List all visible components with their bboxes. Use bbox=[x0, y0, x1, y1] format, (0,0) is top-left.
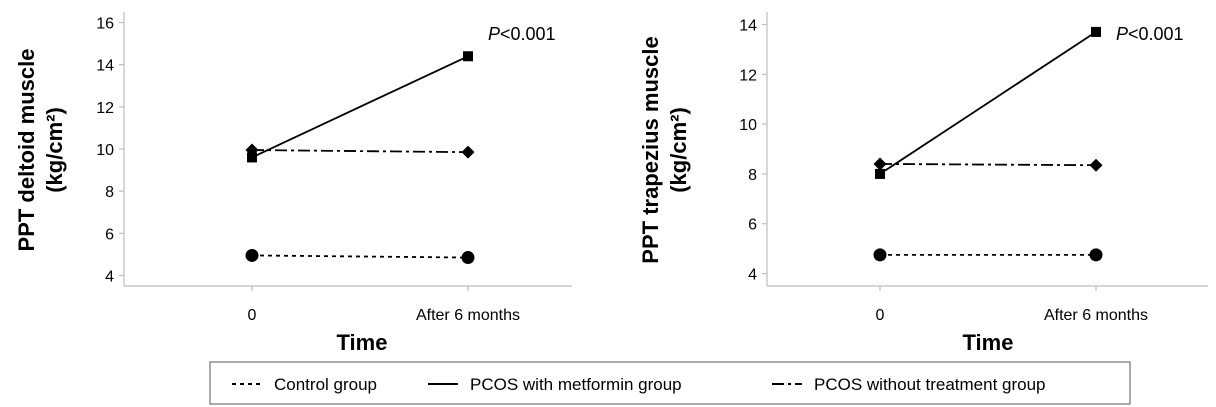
data-point-circle bbox=[873, 248, 887, 262]
series-circle bbox=[873, 248, 1103, 262]
data-point-diamond bbox=[461, 145, 475, 159]
series-line bbox=[251, 149, 469, 154]
series-line bbox=[879, 163, 1097, 167]
y-tick-label: 10 bbox=[739, 117, 757, 134]
y-tick-label: 14 bbox=[739, 17, 757, 34]
legend: Control group PCOS with metformin group PC… bbox=[209, 361, 1131, 405]
legend-label: PCOS without treatment group bbox=[814, 375, 1046, 394]
data-point-diamond bbox=[1089, 158, 1103, 172]
y-axis-unit: (kg/cm²) bbox=[666, 107, 691, 193]
p-value-annotation: P<0.001 bbox=[1116, 24, 1184, 44]
y-tick-label: 8 bbox=[105, 184, 114, 201]
series-layer bbox=[873, 26, 1103, 262]
x-ticks: 0 After 6 months bbox=[248, 286, 520, 324]
x-tick-label: After 6 months bbox=[416, 307, 520, 324]
data-point-square bbox=[875, 168, 885, 179]
y-tick-label: 14 bbox=[96, 58, 114, 75]
y-tick-label: 6 bbox=[105, 226, 114, 243]
legend-box bbox=[209, 361, 1131, 405]
data-point-circle bbox=[461, 251, 475, 265]
x-axis-title: Time bbox=[963, 330, 1014, 355]
y-tick-label: 4 bbox=[748, 267, 757, 284]
data-point-diamond bbox=[245, 143, 259, 157]
p-rest: <0.001 bbox=[500, 24, 556, 44]
y-axis-unit: (kg/cm²) bbox=[42, 107, 67, 193]
series-diamond bbox=[245, 143, 475, 159]
x-axis-title: Time bbox=[337, 330, 388, 355]
data-point-square bbox=[463, 51, 473, 62]
legend-label: PCOS with metformin group bbox=[470, 375, 682, 394]
p-letter: P bbox=[488, 24, 500, 44]
data-point-circle bbox=[1089, 248, 1103, 262]
data-point-square bbox=[247, 152, 257, 163]
series-line bbox=[251, 55, 469, 159]
legend-label: Control group bbox=[274, 375, 377, 394]
series-line bbox=[879, 31, 1097, 175]
legend-item: Control group bbox=[232, 375, 377, 394]
p-value-annotation: P<0.001 bbox=[488, 24, 556, 44]
x-tick-label: 0 bbox=[876, 307, 885, 324]
y-tick-label: 12 bbox=[739, 67, 757, 84]
legend-item: PCOS with metformin group bbox=[428, 375, 682, 394]
y-tick-label: 6 bbox=[748, 217, 757, 234]
legend-items: Control group PCOS with metformin group PC… bbox=[232, 375, 1046, 394]
trapezius-chart: 4 6 8 10 12 14 0 After 6 months P<0.001 Time P… bbox=[638, 12, 1208, 355]
x-tick-label: 0 bbox=[248, 307, 257, 324]
deltoid-chart: 4 6 8 10 12 14 16 0 After 6 months P<0.001 Time… bbox=[14, 12, 572, 355]
y-tick-label: 8 bbox=[748, 167, 757, 184]
x-ticks: 0 After 6 months bbox=[876, 286, 1148, 324]
legend-item: PCOS without treatment group bbox=[772, 375, 1046, 394]
y-tick-label: 4 bbox=[105, 268, 114, 285]
y-tick-label: 12 bbox=[96, 100, 114, 117]
series-diamond bbox=[873, 157, 1103, 172]
y-ticks: 4 6 8 10 12 14 bbox=[739, 17, 767, 284]
data-point-circle bbox=[245, 248, 259, 262]
x-tick-label: After 6 months bbox=[1044, 307, 1148, 324]
series-square bbox=[247, 51, 473, 163]
data-point-diamond bbox=[873, 157, 887, 171]
series-circle bbox=[245, 248, 475, 265]
p-rest: <0.001 bbox=[1128, 24, 1184, 44]
y-tick-label: 10 bbox=[96, 142, 114, 159]
series-square bbox=[875, 26, 1101, 179]
series-line bbox=[251, 254, 469, 259]
data-point-square bbox=[1091, 26, 1101, 37]
p-letter: P bbox=[1116, 24, 1128, 44]
y-axis-title: PPT deltoid muscle bbox=[14, 49, 39, 252]
y-ticks: 4 6 8 10 12 14 16 bbox=[96, 16, 124, 285]
y-tick-label: 16 bbox=[96, 16, 114, 33]
y-axis-title: PPT trapezius muscle bbox=[638, 36, 663, 263]
series-layer bbox=[245, 51, 475, 265]
